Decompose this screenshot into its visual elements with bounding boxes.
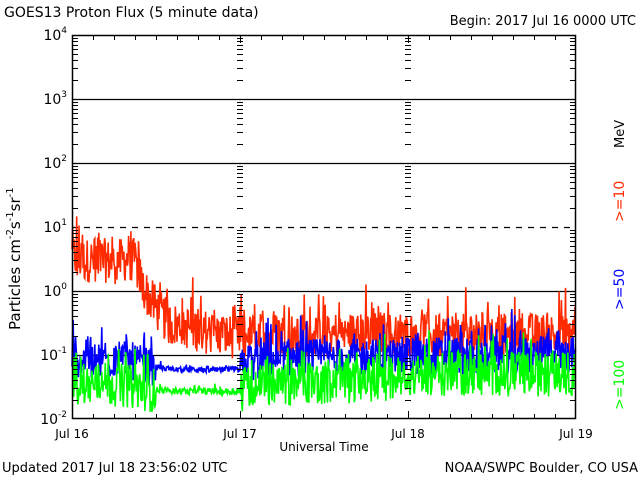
y-tick-base: 10 bbox=[43, 92, 61, 108]
y-tick-exponent: 3 bbox=[61, 90, 67, 100]
y-tick-exponent: 1 bbox=[61, 218, 67, 228]
y-axis-label-sup3: -1 bbox=[5, 187, 16, 197]
y-tick-label: 101 bbox=[43, 218, 67, 236]
energy-unit-label: MeV bbox=[613, 120, 628, 148]
y-tick-base: 10 bbox=[43, 220, 61, 236]
y-tick-label: 10-1 bbox=[40, 346, 67, 364]
y-tick-label: 100 bbox=[43, 282, 67, 300]
y-axis-label-main: Particles cm bbox=[6, 239, 24, 330]
y-axis-label: Particles cm-2s-1sr-1 bbox=[5, 187, 24, 330]
series-line-ge50 bbox=[71, 308, 577, 386]
updated-timestamp: Updated 2017 Jul 18 23:56:02 UTC bbox=[2, 461, 227, 476]
y-tick-exponent: -2 bbox=[58, 410, 67, 420]
legend-ge10: >=10 bbox=[612, 181, 628, 222]
y-axis-label-mid2: sr bbox=[6, 197, 24, 212]
y-axis-label-sup2: -1 bbox=[5, 211, 16, 221]
y-tick-base: 10 bbox=[40, 348, 58, 364]
y-tick-exponent: -1 bbox=[58, 346, 67, 356]
y-tick-label: 102 bbox=[43, 154, 67, 172]
y-tick-base: 10 bbox=[43, 28, 61, 44]
y-axis-label-mid: s bbox=[6, 221, 24, 229]
y-tick-base: 10 bbox=[43, 284, 61, 300]
series-line-ge10 bbox=[71, 216, 577, 359]
credit-text: NOAA/SWPC Boulder, CO USA bbox=[445, 461, 638, 476]
y-tick-base: 10 bbox=[40, 412, 58, 428]
legend-ge50: >=50 bbox=[612, 269, 628, 310]
legend-ge100: >=100 bbox=[612, 360, 628, 410]
y-tick-exponent: 2 bbox=[61, 154, 67, 164]
y-tick-base: 10 bbox=[43, 156, 61, 172]
y-tick-label: 104 bbox=[43, 26, 67, 44]
begin-time: Begin: 2017 Jul 16 0000 UTC bbox=[450, 14, 636, 29]
x-axis-tick-labels: Jul 16 Jul 17 Jul 18 Jul 19 bbox=[54, 427, 593, 441]
x-axis-label: Universal Time bbox=[279, 440, 368, 454]
x-tick-label: Jul 17 bbox=[222, 427, 257, 441]
plot-frame bbox=[71, 34, 577, 420]
chart-title: GOES13 Proton Flux (5 minute data) bbox=[4, 5, 259, 21]
x-tick-label: Jul 18 bbox=[390, 427, 425, 441]
y-tick-exponent: 0 bbox=[61, 282, 67, 292]
x-tick-label: Jul 19 bbox=[558, 427, 593, 441]
series-line-ge100 bbox=[71, 330, 577, 412]
y-axis-label-sup1: -2 bbox=[5, 229, 16, 239]
x-tick-label: Jul 16 bbox=[54, 427, 89, 441]
data-series bbox=[71, 216, 577, 412]
y-tick-exponent: 4 bbox=[61, 26, 67, 36]
y-tick-label: 10-2 bbox=[40, 410, 67, 428]
y-tick-label: 103 bbox=[43, 90, 67, 108]
